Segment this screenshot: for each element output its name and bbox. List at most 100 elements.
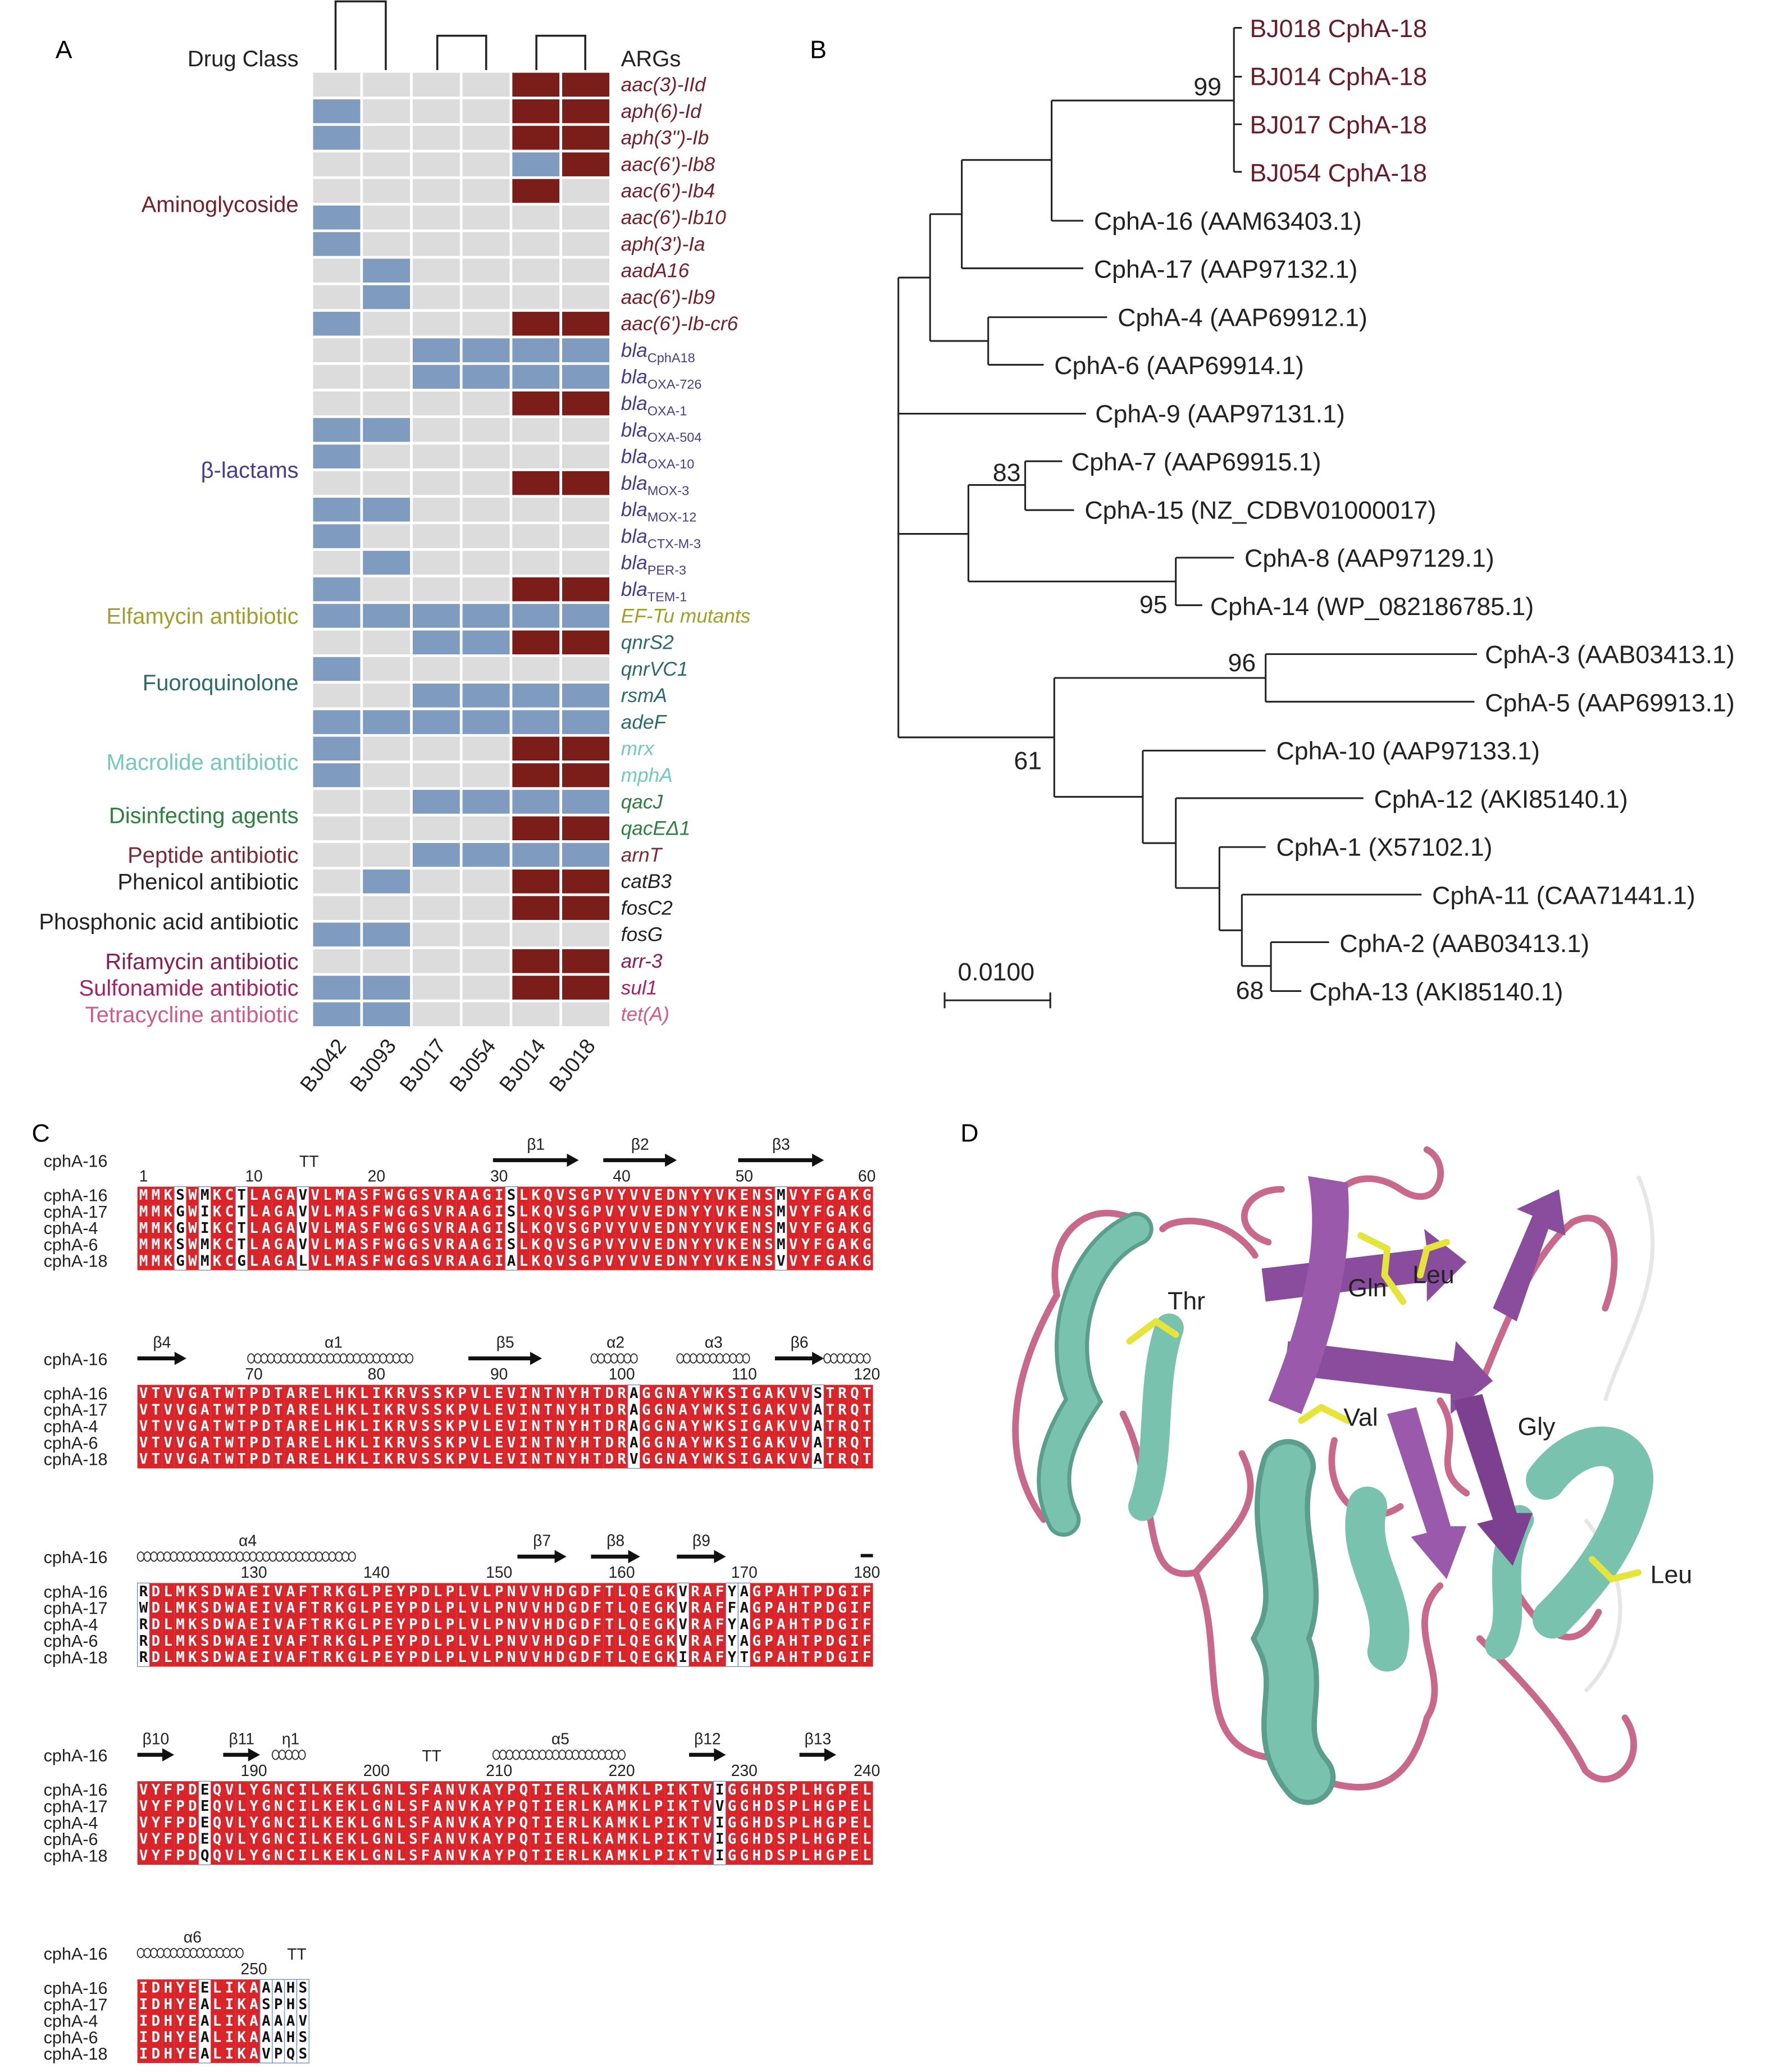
residue: P <box>446 1633 455 1650</box>
residue: L <box>482 1385 491 1402</box>
residue: P <box>593 1220 602 1237</box>
residue: V <box>507 1451 516 1468</box>
residue: E <box>654 1236 663 1253</box>
residue: S <box>360 1187 369 1204</box>
residue: L <box>581 1847 590 1864</box>
residue: I <box>740 1385 749 1402</box>
residue: H <box>335 1418 344 1435</box>
sample-label: BJ042 <box>295 1034 351 1096</box>
heatmap-cell <box>410 999 463 1029</box>
residue: W <box>384 1220 393 1237</box>
residue: V <box>605 1236 614 1253</box>
residue: V <box>163 1418 172 1435</box>
residue: M <box>200 1253 209 1269</box>
residue: A <box>200 1996 209 2013</box>
residue: N <box>531 1385 540 1402</box>
heatmap-cell <box>559 389 612 418</box>
heatmap-cell <box>410 761 463 790</box>
residue: R <box>396 1435 405 1451</box>
residue: V <box>789 1418 798 1435</box>
residue: R <box>691 1583 700 1600</box>
residue: T <box>826 1401 835 1418</box>
conserved-column <box>284 1385 297 1469</box>
residue: G <box>642 1385 651 1402</box>
conserved-column <box>554 1385 567 1469</box>
heatmap-cell <box>360 893 413 923</box>
conserved-column <box>248 1385 260 1469</box>
heatmap-cell <box>459 707 513 737</box>
heatmap-cell <box>509 123 562 153</box>
conserved-column <box>162 1385 175 1469</box>
residue: V <box>556 1253 565 1269</box>
residue: L <box>360 1831 369 1848</box>
residue: Y <box>176 2029 185 2046</box>
residue: D <box>152 2046 161 2062</box>
residue: S <box>421 1253 430 1269</box>
residue: G <box>752 1401 761 1418</box>
residue: D <box>188 1831 197 1848</box>
residue: L <box>163 1600 172 1616</box>
residue: E <box>556 1831 565 1848</box>
residue: P <box>789 1798 798 1815</box>
gene-name: adeF <box>621 711 668 733</box>
residue: G <box>654 1401 663 1418</box>
residue: F <box>715 1583 724 1600</box>
heatmap-cell <box>410 973 463 1003</box>
conserved-column <box>530 1385 542 1469</box>
residue: H <box>581 1451 590 1468</box>
residue: P <box>507 1847 516 1864</box>
residue: E <box>654 1253 663 1269</box>
conserved-column <box>603 1583 616 1667</box>
residue: E <box>335 1798 344 1815</box>
heatmap-cell <box>310 149 363 179</box>
alpha-helix <box>247 1353 414 1364</box>
residue: H <box>752 1782 761 1798</box>
residue: E <box>384 1633 393 1650</box>
residue: A <box>605 1831 614 1848</box>
conserved-column <box>505 1583 518 1667</box>
residue: P <box>789 1847 798 1864</box>
heatmap-cell <box>410 548 463 577</box>
conserved-column <box>321 1583 334 1667</box>
residue: S <box>568 1203 577 1220</box>
residue: R <box>838 1451 847 1468</box>
residue: W <box>225 1451 234 1468</box>
residue: P <box>409 1583 418 1600</box>
residue: K <box>678 1798 687 1815</box>
residue: Y <box>176 1980 185 1997</box>
residue: Q <box>630 1616 639 1633</box>
residue: V <box>458 1782 467 1798</box>
gene-label: adeF <box>621 711 668 733</box>
residue: I <box>715 1847 724 1864</box>
residue: V <box>519 1600 528 1616</box>
conserved-column <box>345 1186 358 1270</box>
conserved-column <box>419 1385 432 1469</box>
residue: I <box>850 1616 859 1633</box>
residue: V <box>642 1220 651 1237</box>
heatmap-cell <box>360 176 413 206</box>
residue: C <box>225 1187 234 1204</box>
residue: G <box>262 1831 271 1848</box>
residue: E <box>188 2046 197 2062</box>
residue: T <box>691 1814 700 1831</box>
conserved-column <box>689 1583 701 1667</box>
residue: A <box>678 1385 687 1402</box>
conserved-column <box>652 1781 665 1865</box>
heatmap-cell <box>509 627 562 657</box>
residue: T <box>237 1385 246 1402</box>
residue: V <box>642 1203 651 1220</box>
residue: G <box>409 1236 418 1253</box>
residue: G <box>740 1831 749 1848</box>
residue: V <box>605 1220 614 1237</box>
residue: H <box>789 1600 798 1616</box>
residue: A <box>838 1187 847 1204</box>
heatmap-cell <box>509 813 562 843</box>
residue: Y <box>801 1203 810 1220</box>
structure-label: β5 <box>496 1333 514 1351</box>
residue: G <box>396 1187 405 1204</box>
residue: A <box>678 1451 687 1468</box>
heatmap-cell <box>360 256 413 285</box>
heatmap-cell <box>310 389 363 418</box>
conserved-column <box>664 1781 677 1865</box>
